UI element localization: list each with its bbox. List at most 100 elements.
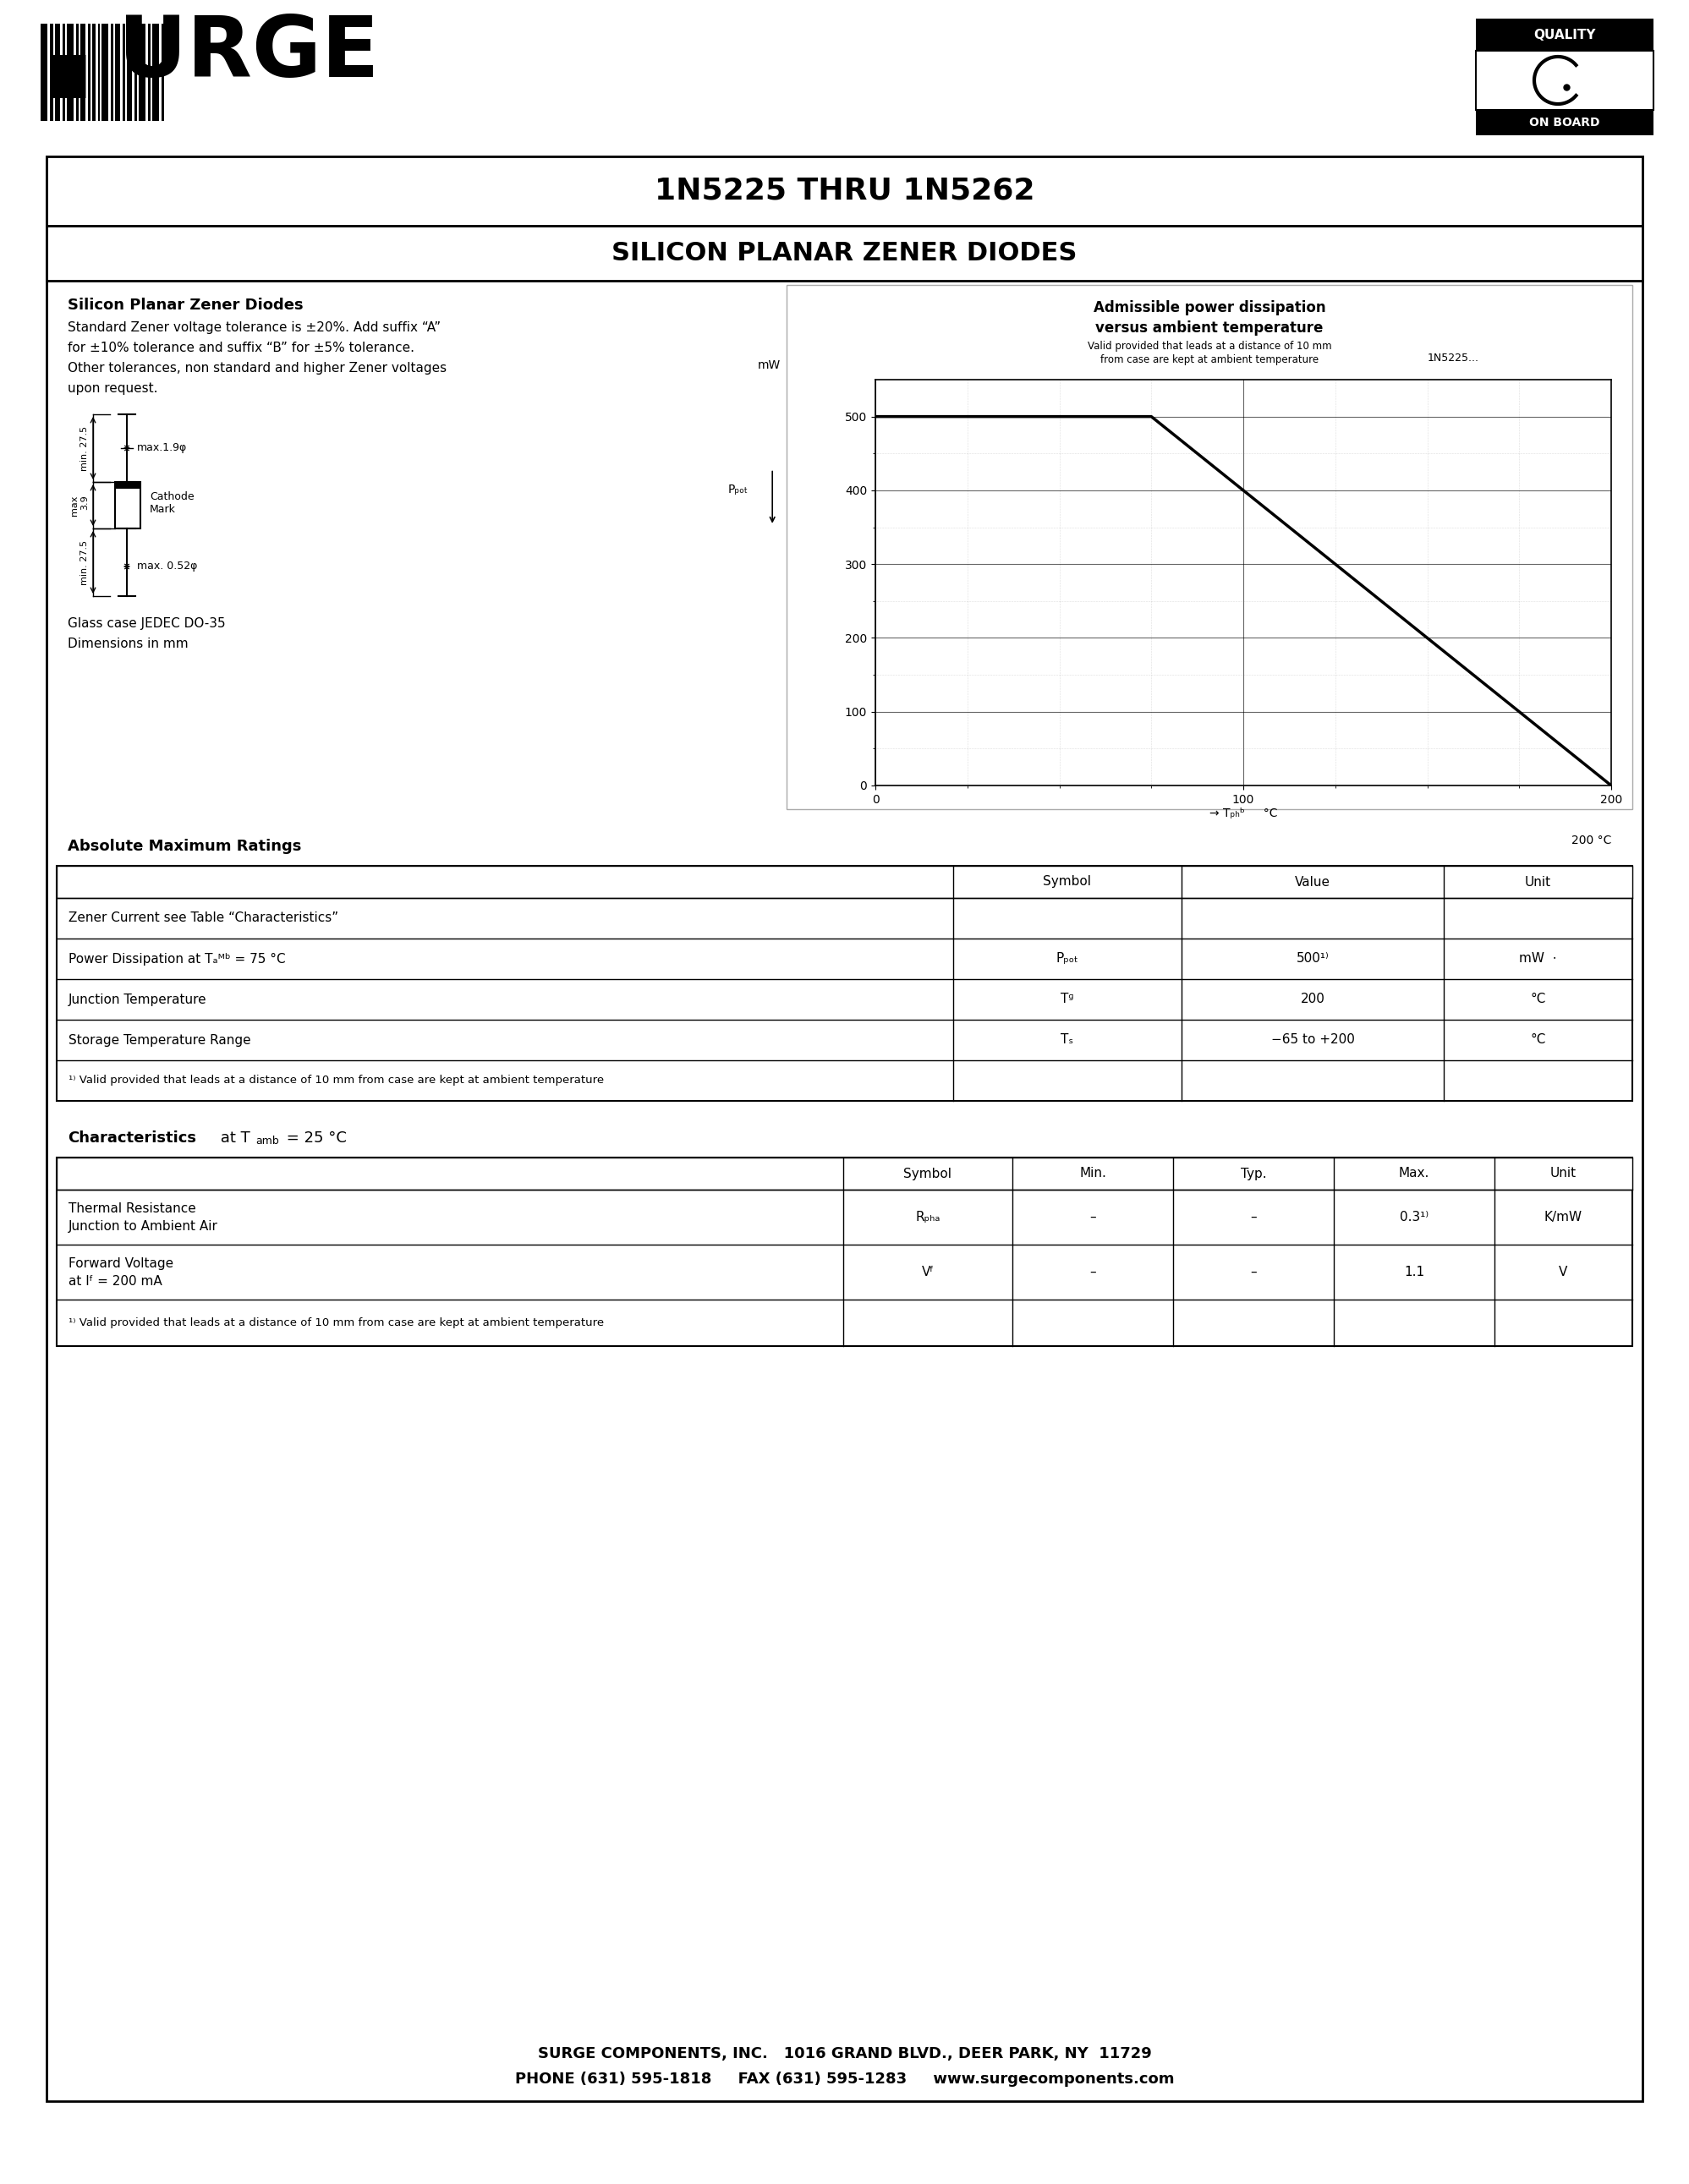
Text: Power Dissipation at Tₐᴹᵇ = 75 °C: Power Dissipation at Tₐᴹᵇ = 75 °C: [69, 952, 285, 965]
Text: Pₚₒₜ: Pₚₒₜ: [728, 485, 748, 496]
Text: Min.: Min.: [1079, 1166, 1106, 1179]
Text: min. 27.5: min. 27.5: [81, 426, 90, 470]
Bar: [138, 24, 145, 120]
Text: Value: Value: [1295, 876, 1331, 889]
Bar: [47, 225, 1642, 282]
Bar: [88, 24, 91, 120]
Text: Forward Voltage
at Iᶠ = 200 mA: Forward Voltage at Iᶠ = 200 mA: [69, 1256, 174, 1286]
Text: mW  ⋅: mW ⋅: [1518, 952, 1557, 965]
Text: Thermal Resistance
Junction to Ambient Air: Thermal Resistance Junction to Ambient A…: [69, 1201, 218, 1232]
Text: at T: at T: [216, 1131, 250, 1147]
Bar: [115, 483, 140, 529]
Bar: [111, 24, 113, 120]
Text: Vᶠ: Vᶠ: [922, 1267, 934, 1278]
Text: max.1.9φ: max.1.9φ: [137, 443, 187, 454]
Text: mW: mW: [758, 360, 780, 371]
Text: PHONE (631) 595-1818     FAX (631) 595-1283     www.surgecomponents.com: PHONE (631) 595-1818 FAX (631) 595-1283 …: [515, 2073, 1174, 2086]
Text: Max.: Max.: [1398, 1166, 1429, 1179]
Text: V: V: [1559, 1267, 1567, 1278]
Text: amb: amb: [255, 1136, 279, 1147]
Bar: [115, 24, 120, 120]
X-axis label: → Tₚₕᵇ     °C: → Tₚₕᵇ °C: [1209, 808, 1277, 819]
Text: Admissible power dissipation: Admissible power dissipation: [1093, 299, 1326, 314]
Bar: [51, 24, 54, 120]
Bar: [152, 24, 159, 120]
Text: 0.3¹⁾: 0.3¹⁾: [1400, 1210, 1429, 1223]
Text: Standard Zener voltage tolerance is ±20%. Add suffix “A”: Standard Zener voltage tolerance is ±20%…: [68, 321, 441, 334]
Text: 1N5225...: 1N5225...: [1427, 352, 1480, 363]
Text: Zener Current see Table “Characteristics”: Zener Current see Table “Characteristics…: [69, 913, 338, 924]
Text: –: –: [1250, 1210, 1257, 1223]
Text: SURGE COMPONENTS, INC.   1016 GRAND BLVD., DEER PARK, NY  11729: SURGE COMPONENTS, INC. 1016 GRAND BLVD.,…: [537, 2046, 1152, 2062]
Bar: [115, 483, 140, 489]
Bar: [1476, 20, 1654, 50]
Text: Absolute Maximum Ratings: Absolute Maximum Ratings: [68, 839, 301, 854]
Text: ||||  ||||: |||| ||||: [39, 33, 274, 98]
Text: Symbol: Symbol: [904, 1166, 953, 1179]
Text: for ±10% tolerance and suffix “B” for ±5% tolerance.: for ±10% tolerance and suffix “B” for ±5…: [68, 341, 414, 354]
Text: °C: °C: [1530, 994, 1545, 1007]
Bar: [57, 1158, 1632, 1190]
Text: Rₚₕₐ: Rₚₕₐ: [915, 1210, 941, 1223]
Text: Unit: Unit: [1551, 1166, 1576, 1179]
Text: versus ambient temperature: versus ambient temperature: [1096, 321, 1324, 336]
Bar: [1476, 109, 1654, 135]
Text: °C: °C: [1530, 1033, 1545, 1046]
Text: 1.1: 1.1: [1404, 1267, 1424, 1278]
Text: ¹⁾ Valid provided that leads at a distance of 10 mm from case are kept at ambien: ¹⁾ Valid provided that leads at a distan…: [69, 1075, 605, 1085]
Text: from case are kept at ambient temperature: from case are kept at ambient temperatur…: [1100, 354, 1319, 365]
Bar: [68, 24, 74, 120]
Text: max. 0.52φ: max. 0.52φ: [137, 561, 198, 572]
Text: SILICON PLANAR ZENER DIODES: SILICON PLANAR ZENER DIODES: [611, 240, 1078, 266]
Text: Glass case JEDEC DO-35: Glass case JEDEC DO-35: [68, 618, 226, 629]
Bar: [93, 24, 96, 120]
Bar: [135, 24, 137, 120]
Text: Silicon Planar Zener Diodes: Silicon Planar Zener Diodes: [68, 297, 304, 312]
Text: Tₛ: Tₛ: [1061, 1033, 1074, 1046]
Text: Cathode
Mark: Cathode Mark: [150, 491, 194, 515]
Text: max
3.9: max 3.9: [71, 496, 90, 515]
Text: 500¹⁾: 500¹⁾: [1295, 952, 1329, 965]
Bar: [101, 24, 108, 120]
Text: = 25 °C: = 25 °C: [282, 1131, 346, 1147]
Text: ON BOARD: ON BOARD: [1529, 116, 1599, 129]
Bar: [98, 24, 100, 120]
Text: QUALITY: QUALITY: [1534, 28, 1596, 41]
Text: 200 °C: 200 °C: [1571, 834, 1611, 845]
Bar: [57, 865, 1632, 898]
Text: –: –: [1250, 1267, 1257, 1278]
Bar: [56, 24, 61, 120]
Text: Typ.: Typ.: [1240, 1166, 1267, 1179]
Bar: [57, 1158, 1632, 1345]
Text: –: –: [1089, 1267, 1096, 1278]
Bar: [149, 24, 150, 120]
Text: upon request.: upon request.: [68, 382, 157, 395]
Text: 200: 200: [1301, 994, 1324, 1007]
Text: K/mW: K/mW: [1544, 1210, 1583, 1223]
Bar: [787, 284, 1632, 808]
Bar: [57, 865, 1632, 1101]
Text: Unit: Unit: [1525, 876, 1551, 889]
Bar: [162, 24, 164, 120]
Text: Dimensions in mm: Dimensions in mm: [68, 638, 187, 651]
Text: Tᶢ: Tᶢ: [1061, 994, 1074, 1007]
Text: –: –: [1089, 1210, 1096, 1223]
Text: −65 to +200: −65 to +200: [1270, 1033, 1355, 1046]
Bar: [123, 24, 125, 120]
Text: Junction Temperature: Junction Temperature: [69, 994, 206, 1007]
Bar: [81, 24, 86, 120]
Bar: [76, 24, 79, 120]
Text: Symbol: Symbol: [1044, 876, 1091, 889]
Text: Pₚₒₜ: Pₚₒₜ: [1056, 952, 1079, 965]
Text: Valid provided that leads at a distance of 10 mm: Valid provided that leads at a distance …: [1088, 341, 1331, 352]
Text: min. 27.5: min. 27.5: [81, 539, 90, 585]
Text: Characteristics: Characteristics: [68, 1131, 196, 1147]
Bar: [41, 24, 47, 120]
Text: ▖URGE: ▖URGE: [54, 13, 378, 98]
Bar: [127, 24, 132, 120]
Text: Storage Temperature Range: Storage Temperature Range: [69, 1033, 252, 1046]
Text: ¹⁾ Valid provided that leads at a distance of 10 mm from case are kept at ambien: ¹⁾ Valid provided that leads at a distan…: [69, 1317, 605, 1328]
Bar: [1476, 50, 1654, 109]
Text: Other tolerances, non standard and higher Zener voltages: Other tolerances, non standard and highe…: [68, 363, 446, 376]
Bar: [47, 157, 1642, 2101]
